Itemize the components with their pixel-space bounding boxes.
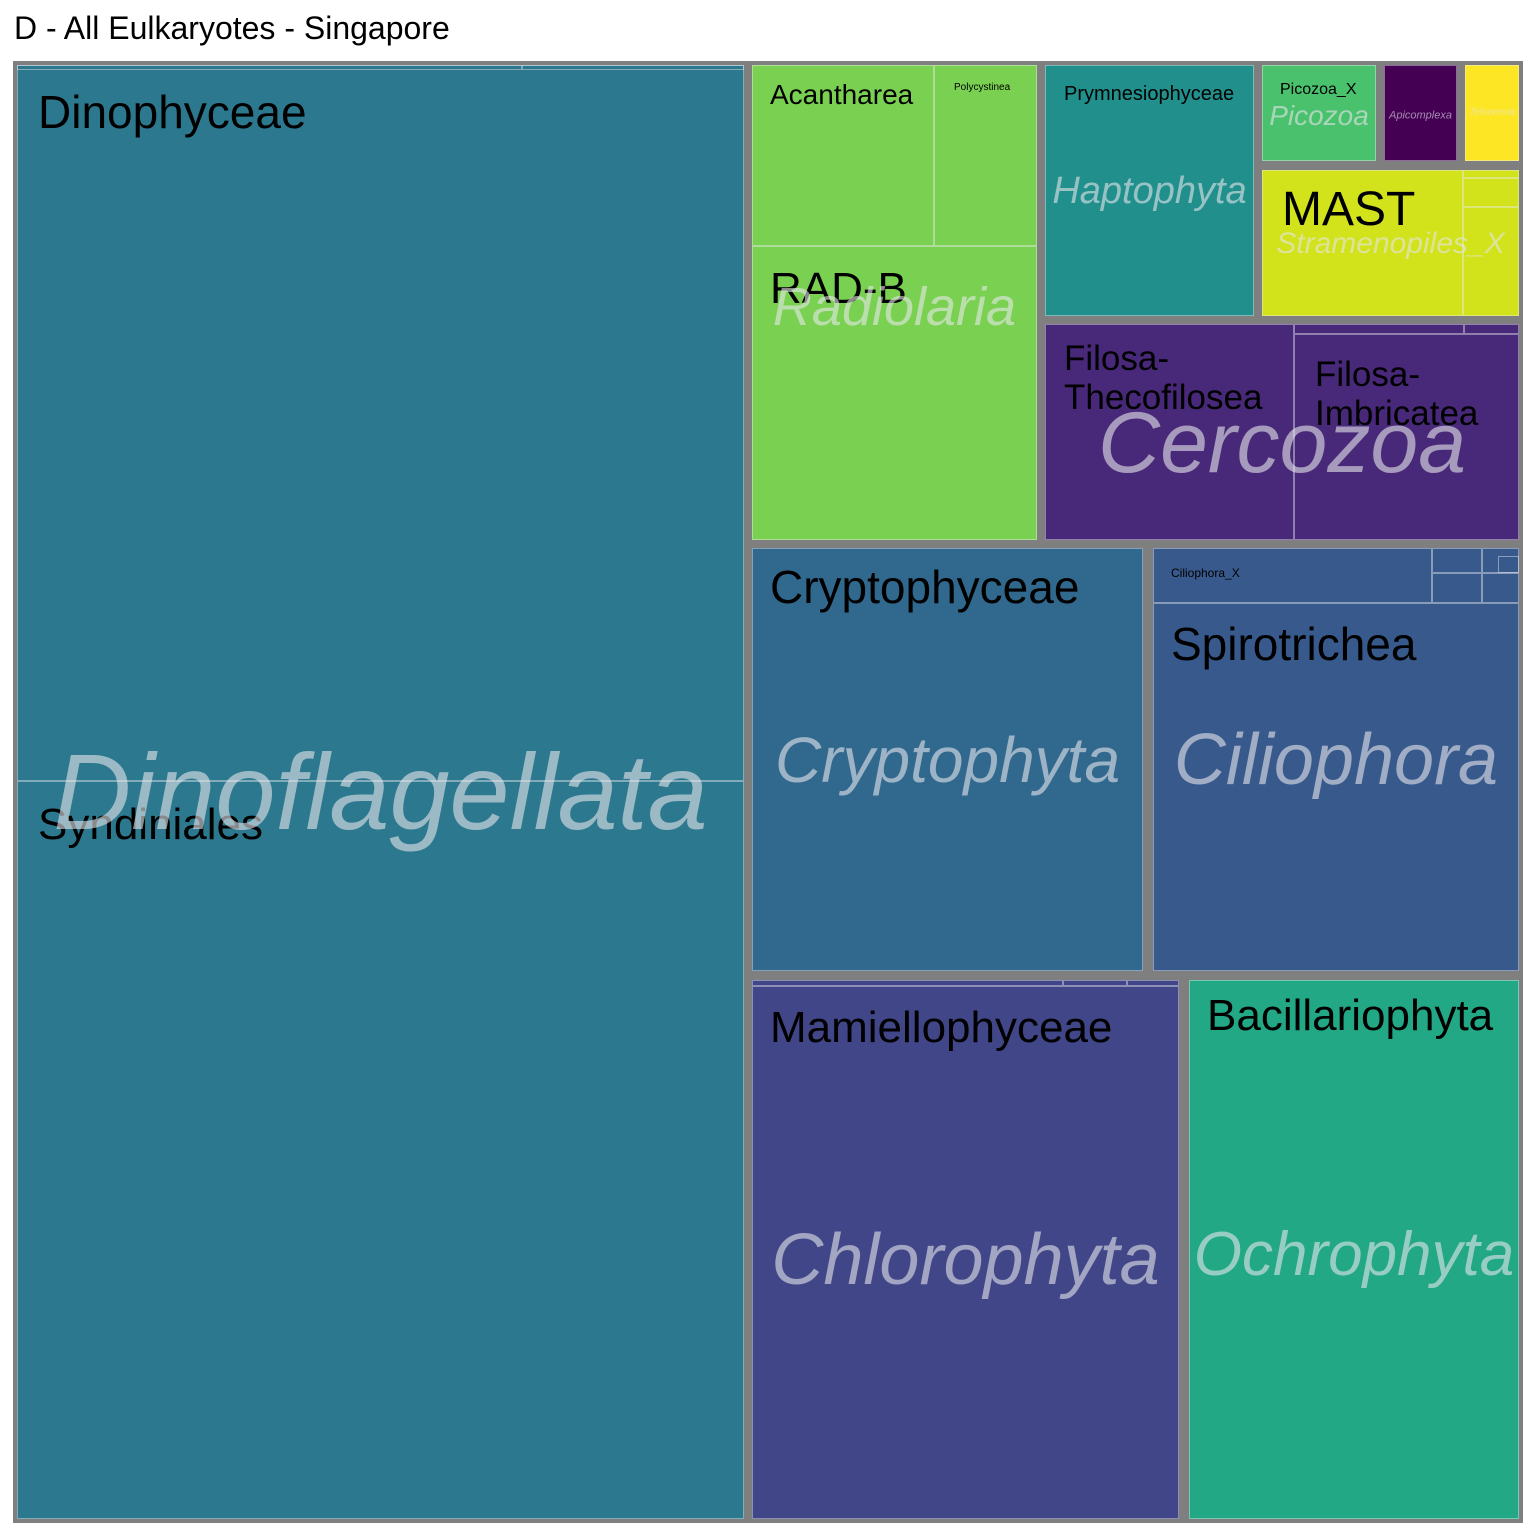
class-tile bbox=[1294, 324, 1464, 334]
phylum-label-telonemia: Telonemia bbox=[1469, 107, 1515, 118]
phylum-tile-chlorophyta: Mamiellophyceae Chlorophyta bbox=[752, 980, 1179, 1519]
class-tile bbox=[1432, 548, 1482, 573]
class-tile-bacillariophyta: Bacillariophyta bbox=[1189, 980, 1519, 1519]
class-tile-rad-b: RAD-B bbox=[752, 246, 1037, 540]
class-label-prymnesiophyceae: Prymnesiophyceae bbox=[1064, 83, 1235, 105]
phylum-label-stramenopiles-x: Stramenopiles_X bbox=[1276, 227, 1505, 261]
phylum-tile-ciliophora: Spirotrichea Ciliophora_X Ciliophora bbox=[1153, 548, 1519, 971]
class-tile bbox=[1498, 556, 1519, 573]
class-tile bbox=[1063, 980, 1127, 986]
phylum-label-chlorophyta: Chlorophyta bbox=[771, 1220, 1160, 1301]
phylum-tile-haptophyta: Prymnesiophyceae Haptophyta bbox=[1045, 65, 1254, 316]
phylum-tile-cryptophyta: Cryptophyceae Cryptophyta bbox=[752, 548, 1143, 971]
phylum-tile-stramenopiles-x: MAST Stramenopiles_X bbox=[1262, 170, 1519, 316]
class-tile-spirotrichea: Spirotrichea bbox=[1153, 603, 1519, 971]
phylum-tile-telonemia: Telonemia bbox=[1465, 65, 1519, 161]
class-label-bacillariophyta: Bacillariophyta bbox=[1207, 991, 1494, 1040]
class-tile-ciliophora-x: Ciliophora_X bbox=[1153, 548, 1432, 603]
phylum-tile-dinoflagellata: Dinophyceae Syndiniales Dinoflagellata bbox=[17, 65, 744, 1519]
phylum-label-picozoa: Picozoa bbox=[1269, 99, 1369, 131]
phylum-label-apicomplexa: Apicomplexa bbox=[1389, 109, 1452, 122]
phylum-label-cercozoa: Cercozoa bbox=[1097, 394, 1467, 491]
phylum-tile-cercozoa: Filosa- Thecofilosea Filosa- Imbricatea Ce… bbox=[1045, 324, 1519, 540]
class-tile bbox=[1464, 324, 1519, 334]
class-label-spirotrichea: Spirotrichea bbox=[1171, 618, 1417, 670]
class-tile bbox=[522, 65, 744, 70]
class-label-polycystinea: Polycystinea bbox=[954, 82, 1011, 93]
class-tile-cryptophyceae: Cryptophyceae bbox=[752, 548, 1143, 971]
class-label-picozoa-x: Picozoa_X bbox=[1280, 81, 1357, 98]
class-label-ciliophora-x: Ciliophora_X bbox=[1171, 566, 1240, 580]
class-label-dinophyceae: Dinophyceae bbox=[38, 86, 307, 138]
class-tile-dinophyceae: Dinophyceae bbox=[17, 65, 744, 781]
phylum-tile-radiolaria: Acantharea Polycystinea RAD-B Radiolaria bbox=[752, 65, 1037, 540]
class-tile bbox=[1432, 573, 1482, 603]
class-tile-prymnesiophyceae: Prymnesiophyceae bbox=[1045, 65, 1254, 316]
phylum-label-ochrophyta: Ochrophyta bbox=[1193, 1219, 1515, 1289]
phylum-label-ciliophora: Ciliophora bbox=[1173, 719, 1499, 800]
phylum-label-dinoflagellata: Dinoflagellata bbox=[53, 731, 708, 852]
treemap: Dinophyceae Syndiniales Dinoflagellata Mami… bbox=[13, 61, 1523, 1523]
class-label-rad-b: RAD-B bbox=[770, 264, 907, 313]
phylum-label-haptophyta: Haptophyta bbox=[1052, 169, 1247, 212]
class-tile-picozoa-x: Picozoa_X bbox=[1262, 65, 1376, 161]
class-tile-filosa-imbricatea: Filosa- Imbricatea bbox=[1294, 334, 1519, 540]
phylum-tile-apicomplexa: Apicomplexa bbox=[1384, 65, 1457, 161]
class-label-filosa-thecofilosea: Filosa- Thecofilosea bbox=[1064, 339, 1263, 418]
class-tile bbox=[752, 980, 1063, 986]
phylum-label-radiolaria: Radiolaria bbox=[772, 277, 1017, 338]
class-tile bbox=[17, 65, 522, 70]
chart-title: D - All Eulkaryotes - Singapore bbox=[14, 10, 450, 46]
class-tile bbox=[1127, 980, 1179, 986]
class-tile bbox=[1463, 178, 1519, 207]
phylum-tile-ochrophyta: Bacillariophyta Ochrophyta bbox=[1189, 980, 1519, 1519]
class-label-mamiellophyceae: Mamiellophyceae bbox=[770, 1003, 1113, 1052]
class-tile-polycystinea: Polycystinea bbox=[934, 65, 1037, 246]
class-label-syndiniales: Syndiniales bbox=[38, 800, 264, 849]
phylum-label-cryptophyta: Cryptophyta bbox=[774, 723, 1121, 796]
class-label-cryptophyceae: Cryptophyceae bbox=[770, 561, 1080, 613]
class-tile-syndiniales: Syndiniales bbox=[17, 781, 744, 1519]
class-tile-mamiellophyceae: Mamiellophyceae bbox=[752, 986, 1179, 1519]
class-tile-mast: MAST bbox=[1262, 170, 1463, 316]
phylum-tile-picozoa: Picozoa_X Picozoa bbox=[1262, 65, 1376, 161]
class-tile bbox=[1482, 573, 1519, 603]
class-tile-filosa-thecofilosea: Filosa- Thecofilosea bbox=[1045, 324, 1294, 540]
class-tile bbox=[1463, 170, 1519, 178]
class-label-mast: MAST bbox=[1282, 183, 1416, 236]
class-label-acantharea: Acantharea bbox=[770, 79, 914, 110]
class-tile bbox=[1463, 207, 1519, 316]
class-tile-acantharea: Acantharea bbox=[752, 65, 934, 246]
class-label-filosa-imbricatea: Filosa- Imbricatea bbox=[1315, 355, 1479, 434]
